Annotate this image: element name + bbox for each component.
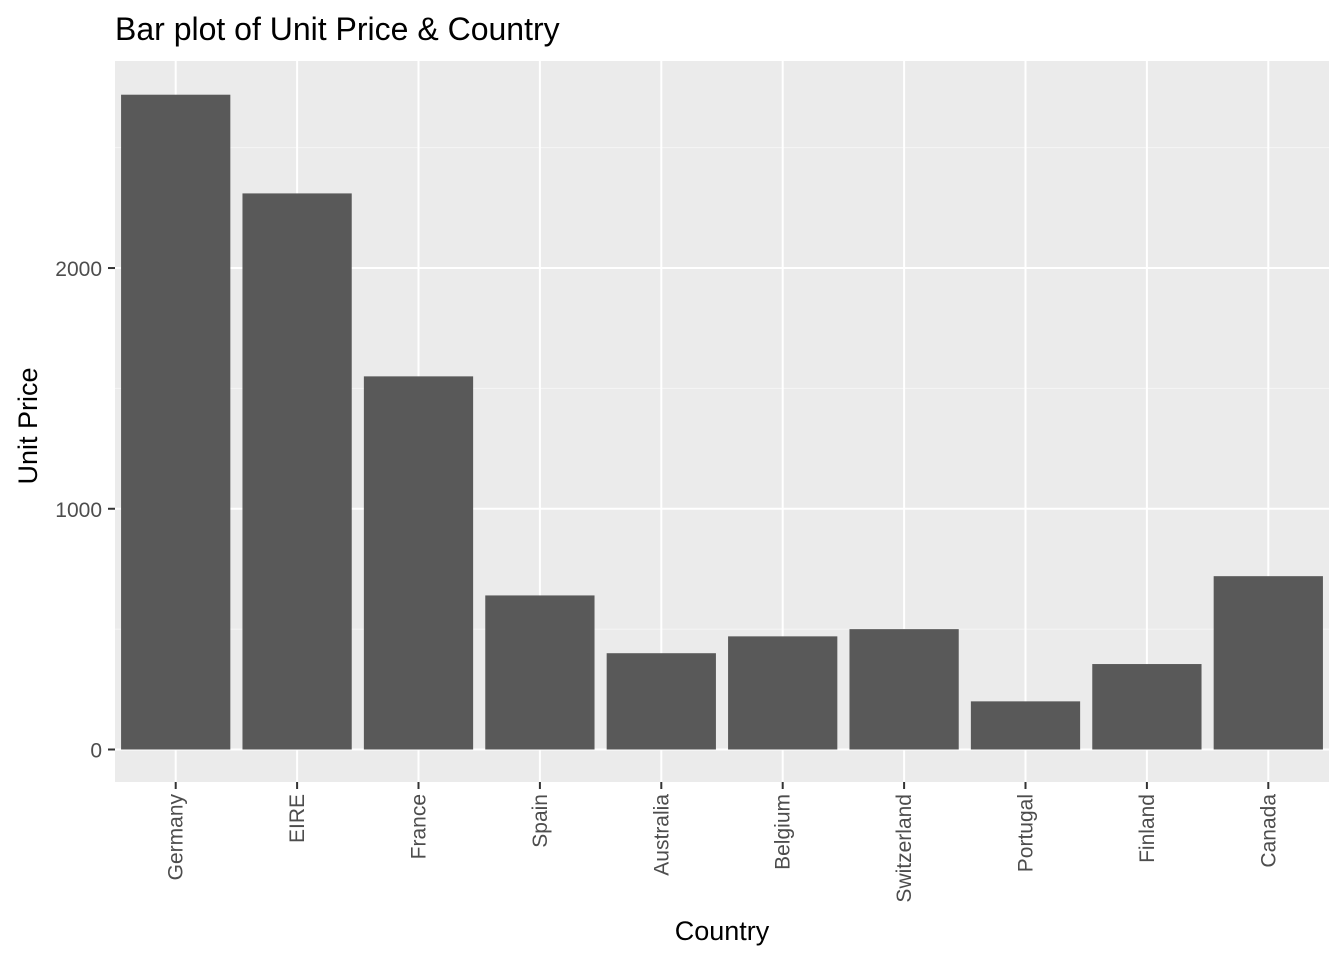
x-tick-label: Germany xyxy=(165,794,188,881)
chart-title: Bar plot of Unit Price & Country xyxy=(115,11,560,47)
x-tick-label: Belgium xyxy=(772,794,795,870)
bar-spain xyxy=(485,595,595,750)
x-axis: Germany EIRE France Spain Australia Belgium Sw… xyxy=(165,782,1280,903)
bar-finland xyxy=(1092,664,1202,750)
y-axis: 0 1000 2000 xyxy=(55,258,115,763)
bar-eire xyxy=(242,193,352,750)
y-axis-title: Unit Price xyxy=(13,367,43,484)
bar-portugal xyxy=(970,701,1081,750)
x-tick-label: Portugal xyxy=(1015,794,1038,872)
bars-group xyxy=(121,94,1323,750)
x-tick-label: Canada xyxy=(1257,794,1280,868)
x-tick-label: EIRE xyxy=(286,794,309,843)
bar-germany xyxy=(121,94,231,750)
bar-australia xyxy=(606,653,716,750)
x-tick-label: Australia xyxy=(650,794,673,876)
y-tick-label: 0 xyxy=(90,740,102,763)
y-tick-label: 1000 xyxy=(55,499,102,522)
x-tick-label: Spain xyxy=(529,794,552,848)
bar-belgium xyxy=(728,636,838,750)
x-tick-label: Switzerland xyxy=(893,794,916,903)
x-tick-label: France xyxy=(408,794,431,859)
bar-france xyxy=(363,376,474,750)
x-axis-title: Country xyxy=(675,916,770,946)
bar-switzerland xyxy=(849,629,959,750)
y-tick-label: 2000 xyxy=(55,258,102,281)
x-tick-label: Finland xyxy=(1136,794,1159,863)
bar-canada xyxy=(1213,576,1323,750)
